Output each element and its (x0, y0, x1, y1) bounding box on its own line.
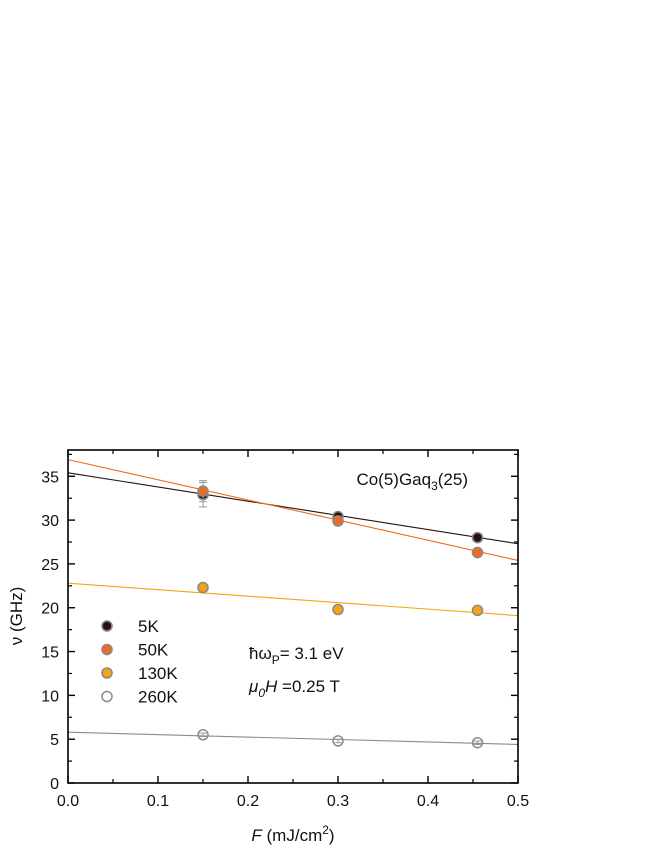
fit-line-130K (67, 582, 519, 617)
plot-frame (67, 449, 519, 784)
y-tick-label: 30 (41, 513, 59, 530)
legend-marker-130K (101, 667, 113, 679)
x-tick-label: 0.3 (327, 793, 349, 810)
photon-energy-annotation: ħωP= 3.1 eV (249, 644, 344, 667)
point-50K (197, 485, 209, 497)
legend-label-50K: 50K (138, 641, 169, 660)
y-tick-label: 20 (41, 601, 59, 618)
point-5K (471, 531, 484, 544)
y-tick-label: 0 (50, 776, 59, 793)
legend-label-130K: 130K (138, 664, 178, 683)
x-tick-label: 0.5 (507, 793, 529, 810)
point-260K (197, 729, 209, 741)
y-tick-label: 10 (41, 688, 59, 705)
legend-marker-50K (101, 643, 113, 656)
point-50K (471, 546, 484, 559)
y-axis-label: ν (GHz) (7, 587, 26, 646)
x-tick-label: 0.1 (147, 793, 169, 810)
y-tick-label: 15 (41, 645, 59, 662)
y-tick-label: 35 (41, 469, 59, 486)
point-130K (197, 581, 209, 594)
y-tick-label: 5 (50, 732, 59, 749)
field-annotation: μ0H =0.25 T (248, 677, 340, 700)
legend-label-5K: 5K (138, 617, 159, 636)
fit-line-5K (67, 472, 519, 545)
fit-lines (67, 459, 519, 745)
x-tick-label: 0.0 (57, 793, 79, 810)
data-points (197, 480, 484, 749)
legend-marker-5K (101, 620, 113, 632)
point-130K (471, 604, 484, 617)
y-tick-label: 25 (41, 557, 59, 574)
x-axis-label: F (mJ/cm2) (251, 823, 334, 845)
axes: 0.0 0.1 0.2 0.3 0.4 0.5 0 5 10 15 20 25 30 35 (41, 450, 529, 810)
point-260K (471, 736, 484, 749)
point-130K (332, 603, 344, 616)
sample-annotation: Co(5)Gaq3(25) (356, 470, 468, 493)
fit-line-260K (67, 731, 519, 745)
x-tick-label: 0.2 (237, 793, 259, 810)
fit-line-50K (67, 459, 519, 561)
legend: 5K 50K 130K 260K (101, 617, 178, 707)
legend-label-260K: 260K (138, 688, 178, 707)
point-260K (332, 735, 344, 747)
legend-marker-260K (101, 690, 113, 703)
x-tick-label: 0.4 (417, 793, 439, 810)
point-50K (332, 515, 344, 527)
